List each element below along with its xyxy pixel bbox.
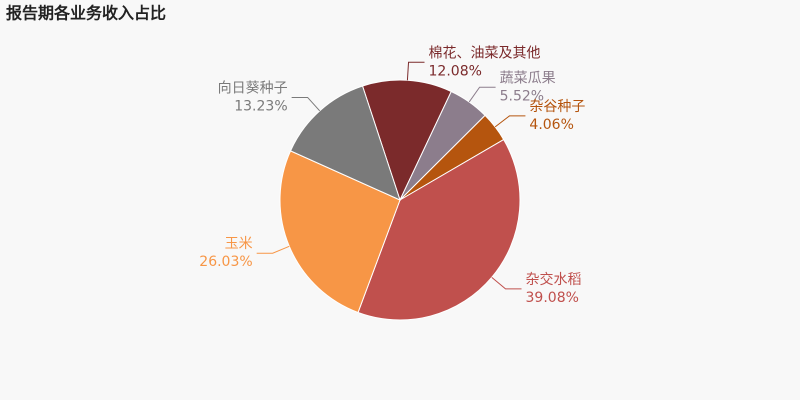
leader-line — [494, 115, 526, 128]
chart-title: 报告期各业务收入占比 — [6, 4, 166, 23]
slice-label: 蔬菜瓜果 — [500, 70, 556, 86]
value-label: 12.08% — [429, 63, 482, 79]
pie-slice — [289, 85, 401, 201]
slice-label: 杂谷种子 — [529, 99, 585, 115]
pie-slice — [357, 138, 521, 321]
value-label: 4.06% — [529, 117, 573, 133]
slice-label: 棉花、油菜及其他 — [429, 44, 541, 61]
leader-line — [406, 61, 425, 81]
value-label: 39.08% — [526, 290, 579, 306]
slice-label: 玉米 — [225, 236, 253, 252]
value-label: 26.03% — [199, 254, 252, 270]
value-label: 13.23% — [234, 98, 287, 114]
slice-label: 杂交水稻 — [526, 271, 582, 288]
pie-slice — [279, 150, 401, 314]
pie-slice — [361, 79, 452, 202]
leader-line — [468, 86, 496, 103]
leader-line — [291, 96, 321, 112]
slice-label: 向日葵种子 — [218, 80, 288, 96]
leader-line — [256, 245, 290, 254]
leader-line — [491, 276, 522, 290]
value-label: 5.52% — [500, 88, 544, 104]
